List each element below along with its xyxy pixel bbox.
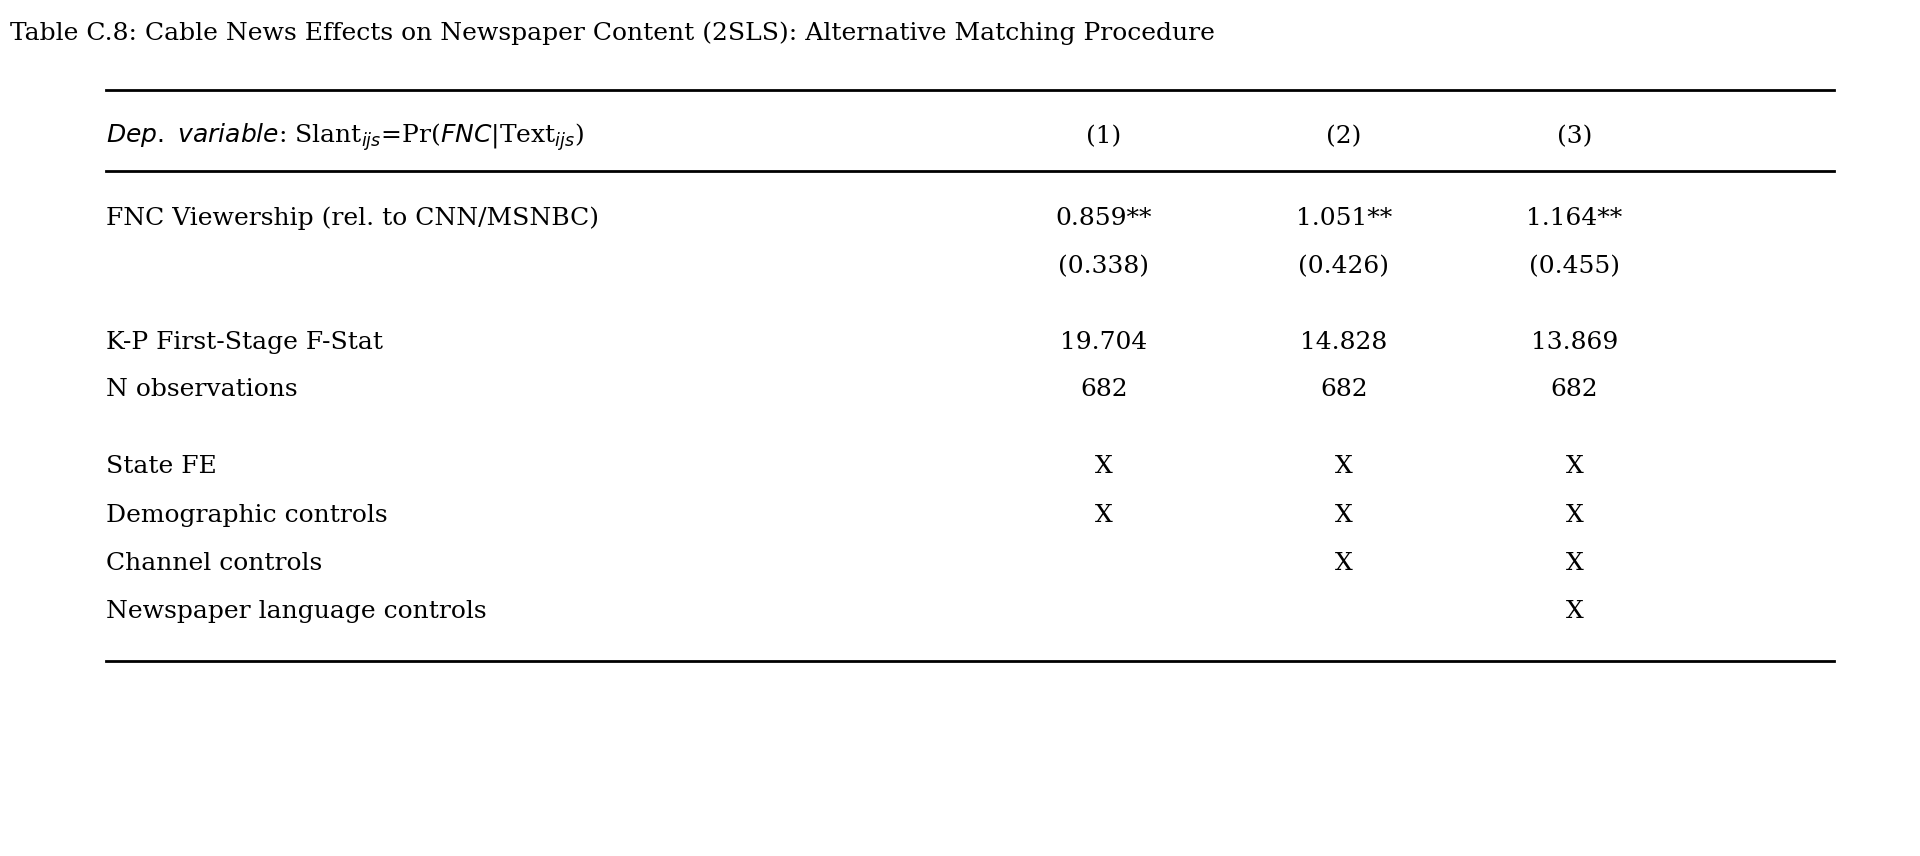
- Text: Channel controls: Channel controls: [106, 552, 323, 574]
- Text: State FE: State FE: [106, 455, 217, 478]
- Text: X: X: [1334, 552, 1354, 574]
- Text: 682: 682: [1321, 378, 1367, 401]
- Text: X: X: [1094, 455, 1114, 478]
- Text: Newspaper language controls: Newspaper language controls: [106, 600, 486, 622]
- Text: 682: 682: [1551, 378, 1597, 401]
- Text: X: X: [1565, 600, 1584, 622]
- Text: (0.426): (0.426): [1298, 256, 1390, 278]
- Text: FNC Viewership (rel. to CNN/MSNBC): FNC Viewership (rel. to CNN/MSNBC): [106, 206, 599, 230]
- Text: (1): (1): [1087, 126, 1121, 148]
- Text: 1.051**: 1.051**: [1296, 207, 1392, 229]
- Text: (0.455): (0.455): [1528, 256, 1620, 278]
- Text: X: X: [1565, 504, 1584, 526]
- Text: (0.338): (0.338): [1058, 256, 1150, 278]
- Text: Demographic controls: Demographic controls: [106, 504, 388, 526]
- Text: 0.859**: 0.859**: [1056, 207, 1152, 229]
- Text: $\mathit{Dep.\ variable}$: Slant$_{\mathit{ijs}}$=Pr($\mathit{FNC}$|Text$_{\math: $\mathit{Dep.\ variable}$: Slant$_{\math…: [106, 121, 584, 153]
- Text: 19.704: 19.704: [1060, 331, 1148, 354]
- Text: K-P First-Stage F-Stat: K-P First-Stage F-Stat: [106, 331, 382, 354]
- Text: Table C.8: Cable News Effects on Newspaper Content (2SLS): Alternative Matching : Table C.8: Cable News Effects on Newspap…: [10, 21, 1215, 45]
- Text: N observations: N observations: [106, 378, 298, 401]
- Text: X: X: [1334, 455, 1354, 478]
- Text: 1.164**: 1.164**: [1526, 207, 1622, 229]
- Text: X: X: [1565, 552, 1584, 574]
- Text: (3): (3): [1557, 126, 1592, 148]
- Text: X: X: [1334, 504, 1354, 526]
- Text: X: X: [1094, 504, 1114, 526]
- Text: (2): (2): [1327, 126, 1361, 148]
- Text: 682: 682: [1081, 378, 1127, 401]
- Text: X: X: [1565, 455, 1584, 478]
- Text: 14.828: 14.828: [1300, 331, 1388, 354]
- Text: 13.869: 13.869: [1530, 331, 1619, 354]
